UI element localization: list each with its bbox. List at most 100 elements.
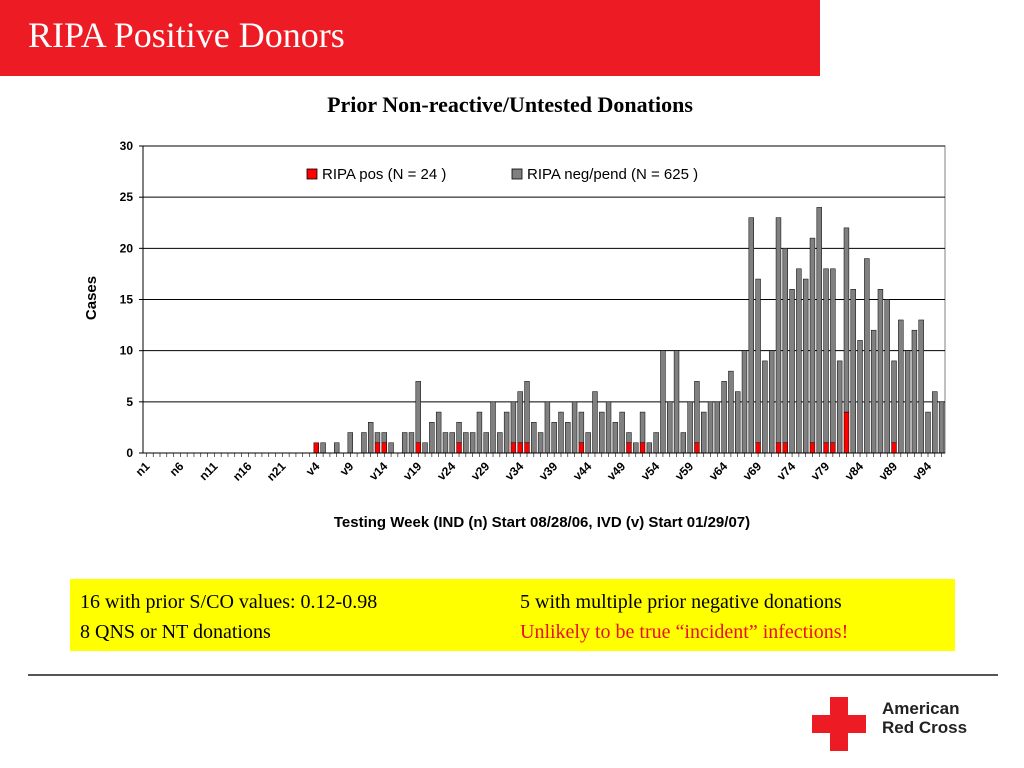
bar-ripa-pos xyxy=(415,442,421,454)
bar-ripa-neg xyxy=(347,432,353,454)
bar-ripa-neg xyxy=(639,411,646,444)
bar-ripa-neg xyxy=(694,381,700,444)
bar-ripa-neg xyxy=(524,381,530,444)
bar-ripa-pos xyxy=(694,442,700,454)
bar-ripa-neg xyxy=(510,401,517,444)
slide-title: RIPA Positive Donors xyxy=(28,15,345,55)
y-tick-label: 25 xyxy=(120,190,134,204)
y-tick-label: 15 xyxy=(120,293,134,307)
bar-ripa-neg xyxy=(748,217,754,454)
bar-ripa-neg xyxy=(755,278,761,444)
red-cross-icon xyxy=(812,697,866,751)
x-tick-label: v64 xyxy=(706,459,730,483)
bar-ripa-neg xyxy=(782,248,788,444)
bar-ripa-neg xyxy=(361,432,367,454)
bar-ripa-pos xyxy=(755,442,761,454)
bar-ripa-neg xyxy=(721,381,727,454)
bar-ripa-neg xyxy=(809,237,816,444)
x-tick-labels: n1 n6 n11 n16 n21 v4 v9 v14 v19 v24 v29 v34 v39 v44 v4… xyxy=(133,459,935,484)
bar-ripa-neg xyxy=(701,411,707,454)
bar-ripa-pos xyxy=(891,442,897,454)
legend-swatch-ripa-neg xyxy=(511,168,523,180)
bar-ripa-neg xyxy=(823,268,829,444)
bar-ripa-neg xyxy=(667,401,673,454)
y-tick-label: 20 xyxy=(120,241,134,255)
bar-ripa-neg xyxy=(605,401,612,454)
bar-ripa-neg xyxy=(775,217,782,444)
bar-ripa-neg xyxy=(442,432,449,454)
bar-ripa-pos xyxy=(517,442,523,454)
bar-ripa-neg xyxy=(857,340,863,454)
bar-ripa-neg xyxy=(367,422,374,454)
x-tick-label: v74 xyxy=(774,459,798,483)
legend-label-ripa-neg: RIPA neg/pend (N = 625 ) xyxy=(527,166,698,183)
bar-ripa-neg xyxy=(707,401,714,454)
y-tick-label: 30 xyxy=(120,139,134,153)
bar-ripa-neg xyxy=(578,411,585,444)
bar-ripa-neg xyxy=(422,442,428,454)
bar-ripa-pos xyxy=(626,442,632,454)
bar-ripa-neg xyxy=(830,268,836,444)
bar-ripa-neg xyxy=(435,411,442,454)
x-tick-label: v44 xyxy=(570,459,594,483)
bar-ripa-neg xyxy=(768,350,775,454)
bar-ripa-neg xyxy=(388,442,394,454)
legend-swatch-ripa-pos xyxy=(306,168,318,180)
bar-ripa-neg xyxy=(558,411,564,454)
chart-title: Prior Non-reactive/Untested Donations xyxy=(327,92,693,117)
bar-ripa-neg xyxy=(850,289,856,454)
bar-chart: 0 5 10 15 20 25 30 n1 n6 n11 n16 n21 v4 v9 v14 v19 v24 v… xyxy=(83,139,946,531)
bar-ripa-neg xyxy=(864,258,870,454)
bar-ripa-neg xyxy=(816,207,822,454)
x-tick-label: v19 xyxy=(400,459,424,483)
bar-ripa-neg xyxy=(565,422,571,454)
bar-ripa-pos xyxy=(639,442,646,454)
bar-ripa-neg xyxy=(633,442,639,454)
legend-label-ripa-pos: RIPA pos (N = 24 ) xyxy=(322,166,446,183)
bar-ripa-neg xyxy=(884,299,890,454)
y-tick-label: 10 xyxy=(120,344,134,358)
bar-ripa-pos xyxy=(313,442,320,454)
bar-ripa-neg xyxy=(911,329,918,454)
y-tick-label: 5 xyxy=(126,395,133,409)
x-tick-label: v24 xyxy=(434,459,458,483)
x-tick-label: v54 xyxy=(638,459,662,483)
notes-box: 16 with prior S/CO values: 0.12-0.98 8 Q… xyxy=(70,579,955,651)
bar-ripa-neg xyxy=(836,360,843,454)
bar-ripa-neg xyxy=(429,422,435,454)
bar-ripa-neg xyxy=(932,391,938,454)
bar-ripa-neg xyxy=(463,432,469,454)
bar-ripa-neg xyxy=(619,411,625,454)
bar-ripa-neg xyxy=(646,442,653,454)
bar-ripa-neg xyxy=(653,432,659,454)
bar-ripa-neg xyxy=(626,432,632,444)
bar-ripa-neg xyxy=(789,289,795,454)
bar-ripa-neg xyxy=(599,411,605,454)
bar-ripa-neg xyxy=(918,319,924,454)
y-axis-label: Cases xyxy=(83,276,100,320)
bar-ripa-neg xyxy=(320,442,326,454)
x-tick-label: n6 xyxy=(167,459,187,479)
bar-ripa-neg xyxy=(592,391,598,454)
bar-ripa-pos xyxy=(830,442,836,454)
x-tick-label: v89 xyxy=(876,459,900,483)
bar-ripa-pos xyxy=(578,442,585,454)
bar-ripa-neg xyxy=(469,432,476,454)
note-multiple-negative: 5 with multiple prior negative donations xyxy=(520,591,842,613)
bar-ripa-neg xyxy=(537,432,544,454)
bar-ripa-pos xyxy=(381,442,387,454)
bar-ripa-neg xyxy=(381,432,387,444)
bar-ripa-neg xyxy=(728,370,734,454)
bar-ripa-pos xyxy=(782,442,788,454)
bar-ripa-neg xyxy=(796,268,802,454)
x-axis-label: Testing Week (IND (n) Start 08/28/06, IV… xyxy=(334,514,750,531)
x-tick-label: v84 xyxy=(842,459,866,483)
bar-ripa-neg xyxy=(408,432,415,454)
bar-ripa-neg xyxy=(612,422,619,454)
x-tick-label: v59 xyxy=(672,459,696,483)
x-tick-label: v29 xyxy=(468,459,492,483)
footer-divider xyxy=(28,674,998,676)
bar-ripa-neg xyxy=(938,401,945,454)
bar-ripa-neg xyxy=(571,401,578,454)
bar-ripa-neg xyxy=(517,391,523,444)
